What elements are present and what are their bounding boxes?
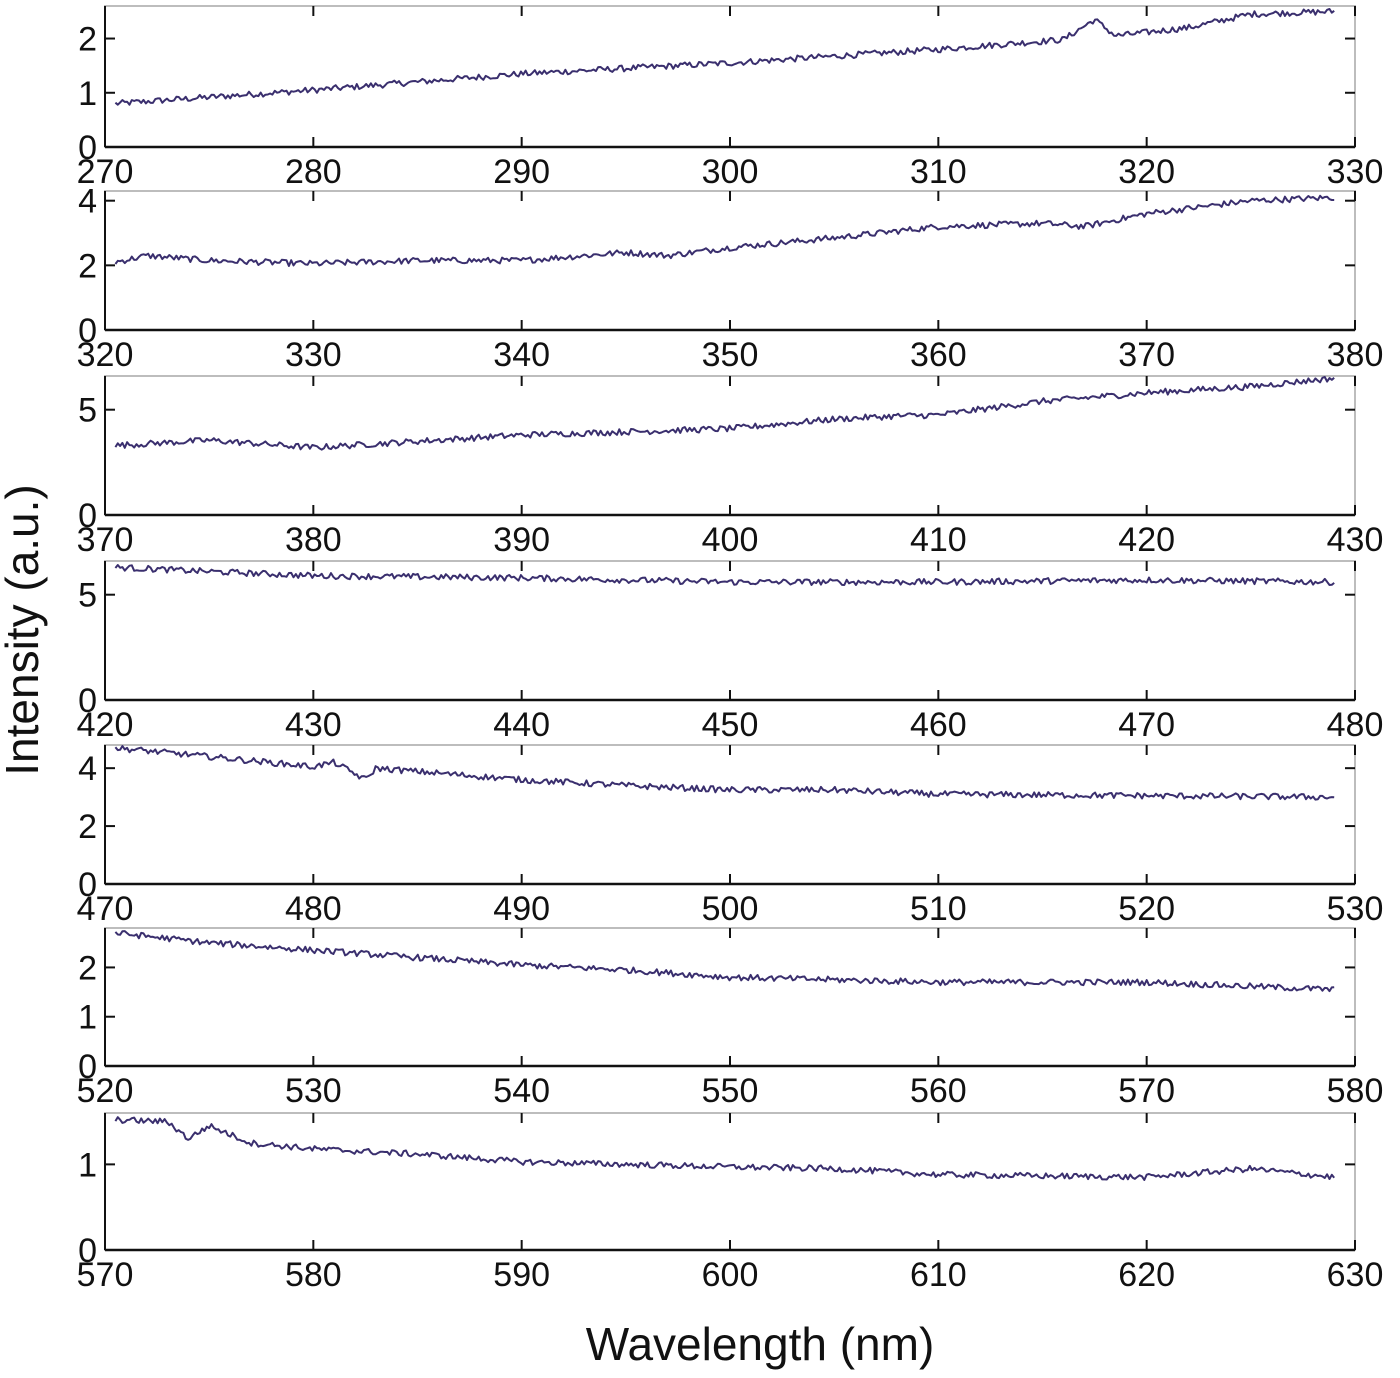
x-tick-label: 370	[77, 521, 134, 559]
x-tick-label: 390	[493, 521, 550, 559]
y-tick-label: 0	[78, 1232, 97, 1270]
x-tick-label: 470	[1118, 706, 1175, 744]
x-tick-label: 310	[910, 153, 967, 191]
panel-6: 520 530 540 550 560 570 580 0 1 2	[77, 927, 1384, 1110]
x-tick-label: 290	[493, 153, 550, 191]
x-tick-label: 560	[910, 1072, 967, 1110]
x-tick-label: 480	[1327, 706, 1384, 744]
x-tick-label: 320	[1118, 153, 1175, 191]
x-tick-label: 320	[77, 336, 134, 374]
panel-5: 470 480 490 500 510 520 530 0 2 4	[77, 744, 1384, 928]
x-tick-label: 380	[1327, 336, 1384, 374]
panel-frame	[104, 1112, 1356, 1251]
x-tick-label: 430	[1327, 521, 1384, 559]
x-tick-label: 420	[1118, 521, 1175, 559]
x-tick-label: 570	[1118, 1072, 1175, 1110]
x-tick-label: 360	[910, 336, 967, 374]
panel-1: 270 280 290 300 310 320 330 0 1 2	[77, 5, 1384, 191]
x-tick-label: 330	[285, 336, 342, 374]
x-tick-label: 380	[285, 521, 342, 559]
panel-3: 370 380 390 400 410 420 430 0 5	[77, 375, 1384, 559]
panel-frame	[104, 5, 1356, 148]
y-tick-label: 4	[78, 750, 97, 788]
x-tick-label: 270	[77, 153, 134, 191]
x-tick-label: 630	[1327, 1256, 1384, 1294]
x-tick-label: 620	[1118, 1256, 1175, 1294]
x-tick-label: 520	[1118, 890, 1175, 928]
y-tick-label: 0	[78, 312, 97, 350]
spectrum-line	[114, 376, 1335, 451]
x-tick-label: 610	[910, 1256, 967, 1294]
spectrum-line	[114, 194, 1335, 267]
x-tick-label: 500	[702, 890, 759, 928]
y-tick-label: 0	[78, 866, 97, 904]
y-tick-label: 4	[78, 183, 97, 221]
x-tick-label: 410	[910, 521, 967, 559]
panel-frame	[104, 927, 1356, 1067]
x-tick-label: 520	[77, 1072, 134, 1110]
x-tick-label: 600	[702, 1256, 759, 1294]
x-tick-label: 510	[910, 890, 967, 928]
x-axis-title: Wavelength (nm)	[586, 1318, 935, 1370]
x-tick-label: 330	[1327, 153, 1384, 191]
y-tick-label: 0	[78, 682, 97, 720]
panel-2: 320 330 340 350 360 370 380 0 2 4	[77, 183, 1384, 374]
x-tick-label: 460	[910, 706, 967, 744]
panel-4: 420 430 440 450 460 470 480 0 5	[77, 560, 1384, 744]
x-tick-label: 400	[702, 521, 759, 559]
spectrum-line	[114, 564, 1335, 586]
x-tick-label: 450	[702, 706, 759, 744]
x-tick-label: 530	[1327, 890, 1384, 928]
y-tick-label: 0	[78, 1048, 97, 1086]
x-tick-label: 550	[702, 1072, 759, 1110]
x-tick-label: 430	[285, 706, 342, 744]
y-tick-label: 1	[78, 75, 97, 113]
x-tick-label: 580	[1327, 1072, 1384, 1110]
x-tick-label: 340	[493, 336, 550, 374]
x-tick-label: 440	[493, 706, 550, 744]
x-tick-label: 280	[285, 153, 342, 191]
y-tick-label: 1	[78, 999, 97, 1037]
y-tick-label: 2	[78, 808, 97, 846]
y-axis-title: Intensity (a.u.)	[0, 484, 48, 775]
y-tick-label: 2	[78, 949, 97, 987]
x-tick-label: 420	[77, 706, 134, 744]
spectrum-line	[114, 8, 1335, 106]
x-tick-label: 370	[1118, 336, 1175, 374]
y-tick-label: 5	[78, 577, 97, 615]
x-tick-label: 580	[285, 1256, 342, 1294]
panel-frame	[104, 375, 1356, 516]
x-tick-label: 470	[77, 890, 134, 928]
spectrum-line	[114, 745, 1335, 801]
y-tick-label: 0	[78, 129, 97, 167]
x-tick-label: 590	[493, 1256, 550, 1294]
y-tick-label: 0	[78, 497, 97, 535]
x-tick-label: 490	[493, 890, 550, 928]
x-tick-label: 480	[285, 890, 342, 928]
x-tick-label: 540	[493, 1072, 550, 1110]
panel-7: 570 580 590 600 610 620 630 0 1	[77, 1112, 1384, 1294]
y-tick-label: 2	[78, 21, 97, 59]
x-tick-label: 570	[77, 1256, 134, 1294]
x-tick-label: 350	[702, 336, 759, 374]
y-tick-label: 5	[78, 392, 97, 430]
x-tick-label: 530	[285, 1072, 342, 1110]
y-tick-label: 2	[78, 247, 97, 285]
y-tick-label: 1	[78, 1146, 97, 1184]
spectrum-line	[114, 1116, 1335, 1181]
x-tick-label: 300	[702, 153, 759, 191]
panel-frame	[104, 560, 1356, 701]
spectrum-line	[114, 930, 1335, 993]
